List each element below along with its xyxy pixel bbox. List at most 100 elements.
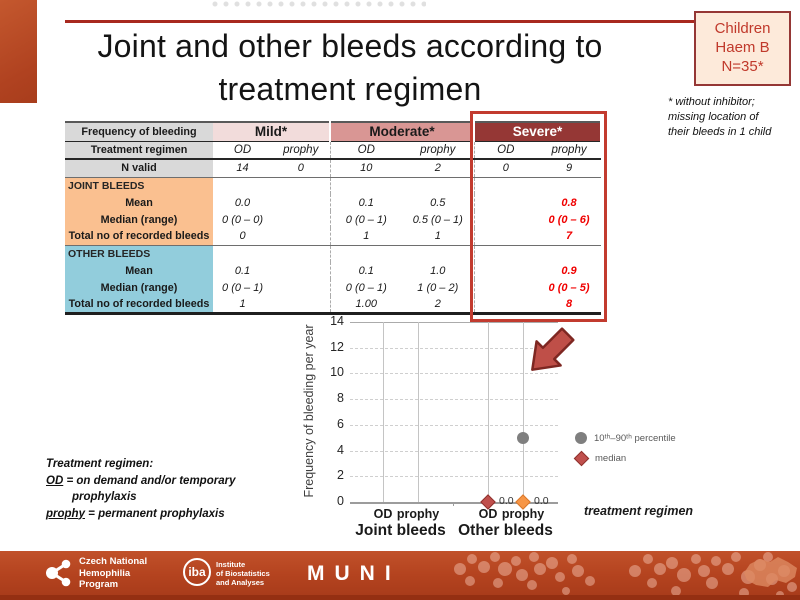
table-cell xyxy=(474,194,537,211)
table-cell: 7 xyxy=(537,228,602,246)
category-label: OD xyxy=(478,507,498,521)
gridline-v xyxy=(523,322,524,502)
table-row: OTHER BLEEDS xyxy=(65,245,601,262)
footer-dot xyxy=(722,563,734,575)
table-cell: 0 xyxy=(272,159,331,178)
footer-dot xyxy=(711,556,721,566)
group-label: Joint bleeds xyxy=(355,522,446,539)
table-cell: 1 (0 – 2) xyxy=(402,279,475,296)
y-tick-label: 8 xyxy=(337,391,344,406)
footnote: * without inhibitor; missing location of… xyxy=(668,96,772,138)
row-label-cell: Mean xyxy=(65,262,213,279)
table-cell xyxy=(272,211,331,228)
table-cell: 1 xyxy=(330,228,402,246)
top-dot-pattern xyxy=(210,0,426,10)
row-label-cell: Median (range) xyxy=(65,211,213,228)
footer-dot xyxy=(555,572,565,582)
gridline-v xyxy=(418,322,419,502)
table-cell: 0 (0 – 0) xyxy=(222,213,263,226)
gridline-h xyxy=(350,476,558,478)
footer-dot xyxy=(511,556,521,566)
footer-dot xyxy=(763,552,773,562)
table-cell: 9 xyxy=(537,159,602,178)
table-cell: 0 xyxy=(213,228,272,246)
table-cell xyxy=(213,245,272,262)
cnhp-molecule-icon xyxy=(46,559,71,587)
footer-band: Czech National Hemophilia Program iba In… xyxy=(0,551,800,600)
table-row: Median (range) 0 (0 – 1) 0 (0 – 1) 1 (0 – 2… xyxy=(65,279,601,296)
table-header-row: Frequency of bleeding Mild* Moderate* Sever… xyxy=(65,122,603,142)
data-point-value-label: 0.0 xyxy=(534,495,549,507)
gridline-v xyxy=(488,322,489,502)
severity-group-header: Severe* xyxy=(474,122,603,142)
row-label-cell: Treatment regimen xyxy=(65,141,213,160)
table-cell: 14 xyxy=(213,159,272,178)
row-label-cell: OTHER BLEEDS xyxy=(65,245,213,262)
table-cell: 8 xyxy=(565,297,573,310)
table-cell xyxy=(213,177,272,194)
table-cell: 0 (0 – 1) xyxy=(345,213,387,226)
table-cell: 0.1 xyxy=(358,196,374,209)
table-cell xyxy=(474,296,537,313)
regimen-cell: OD xyxy=(330,141,402,160)
row-label-cell: N valid xyxy=(65,159,213,178)
footer-dot xyxy=(490,552,500,562)
table-cell xyxy=(474,245,537,262)
row-label-cell: Total no of recorded bleeds xyxy=(65,296,213,313)
footer-dot xyxy=(787,582,797,592)
footer-dot xyxy=(529,552,539,562)
table-corner-label: Frequency of bleeding xyxy=(65,122,213,142)
y-tick-label: 2 xyxy=(337,468,344,483)
table-row: Total no of recorded bleeds 1 1.00 2 8 xyxy=(65,296,601,313)
footer-dot xyxy=(527,580,537,590)
table-cell xyxy=(330,177,402,194)
category-label: prophy xyxy=(501,507,545,521)
table-row: JOINT BLEEDS xyxy=(65,177,601,194)
table-cell: 0.1 xyxy=(234,264,251,277)
gridline-h xyxy=(350,322,558,323)
table-cell: 1 xyxy=(402,228,475,246)
table-cell xyxy=(474,228,538,246)
table-cell: 0 (0 – 5) xyxy=(548,281,590,294)
table-cell xyxy=(272,194,331,211)
footer-dot xyxy=(647,578,657,588)
footer-dot xyxy=(546,557,558,569)
footer-dot xyxy=(671,586,681,595)
footer-dot xyxy=(562,587,570,595)
legend-item-median: median xyxy=(573,450,676,467)
table-cell: 1 xyxy=(239,297,246,310)
severity-group-header: Moderate* xyxy=(330,122,476,142)
table-cell: 0.9 xyxy=(561,264,577,277)
table-cell xyxy=(537,177,601,194)
footer-dot xyxy=(654,563,666,575)
table-row: Median (range) 0 (0 – 0) 0 (0 – 1) 0.5 (0 –… xyxy=(65,211,601,228)
row-label-cell: Mean xyxy=(65,194,213,211)
table-cell xyxy=(272,245,331,262)
footer-dot xyxy=(585,576,595,586)
regimen-definition-note: Treatment regimen: OD = on demand and/or… xyxy=(46,456,316,522)
table-row: Mean 0.1 0.1 1.0 0.9 xyxy=(65,262,601,279)
table-cell: 2 xyxy=(402,296,475,313)
table-cell: 2 xyxy=(402,159,475,178)
population-badge: Children Haem B N=35* xyxy=(694,11,791,86)
gridline-h xyxy=(350,502,558,504)
badge-line: Haem B xyxy=(715,39,770,56)
table-cell: 0 (0 – 1) xyxy=(222,281,263,294)
corner-accent-bar xyxy=(0,0,37,103)
table-cell: 10 xyxy=(330,159,402,178)
table-cell xyxy=(402,245,475,262)
footer-dot xyxy=(666,557,678,569)
table-cell: 0 xyxy=(474,159,538,178)
regimen-cell: prophy xyxy=(537,141,602,160)
footer-dot xyxy=(567,554,577,564)
data-point-percentile xyxy=(517,431,529,444)
y-tick-label: 6 xyxy=(337,416,344,431)
od-term: OD xyxy=(46,474,64,487)
regimen-cell: OD xyxy=(213,141,272,160)
note-heading: Treatment regimen: xyxy=(46,458,154,470)
iba-logo-text: Institute of Biostatistics and Analyses xyxy=(216,560,270,587)
y-tick-label: 4 xyxy=(337,442,344,457)
gridline-h xyxy=(350,424,558,426)
table-cell xyxy=(537,245,601,262)
summary-table-wrapper: Frequency of bleeding Mild* Moderate* Sever… xyxy=(65,121,603,315)
